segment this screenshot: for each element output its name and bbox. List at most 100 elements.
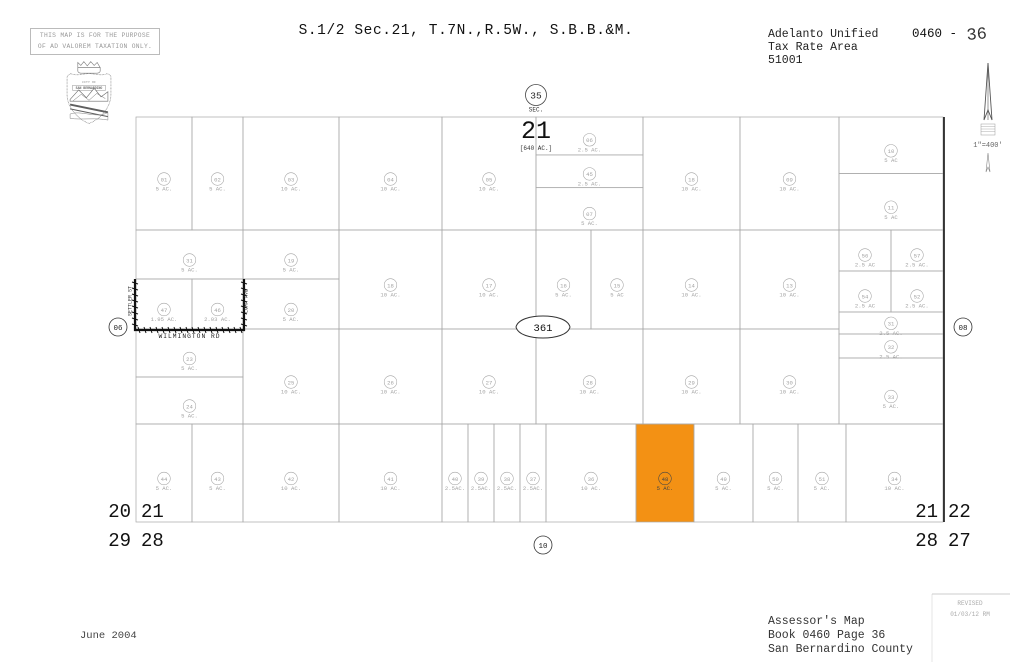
svg-text:51: 51 bbox=[819, 476, 826, 483]
svg-text:32: 32 bbox=[888, 344, 895, 351]
svg-text:5 AC.: 5 AC. bbox=[715, 485, 732, 492]
svg-text:27: 27 bbox=[486, 379, 493, 386]
svg-text:30: 30 bbox=[786, 379, 793, 386]
svg-text:2.5 AC.: 2.5 AC. bbox=[578, 180, 602, 187]
svg-text:21: 21 bbox=[521, 117, 551, 146]
svg-text:10 AC.: 10 AC. bbox=[681, 389, 701, 396]
svg-text:16: 16 bbox=[560, 282, 567, 289]
svg-text:28: 28 bbox=[141, 530, 164, 552]
svg-text:2.5 AC.: 2.5 AC. bbox=[905, 262, 929, 269]
svg-text:41: 41 bbox=[387, 476, 394, 483]
svg-text:10 AC.: 10 AC. bbox=[579, 389, 599, 396]
svg-text:09: 09 bbox=[786, 176, 793, 183]
svg-text:10 AC.: 10 AC. bbox=[479, 186, 499, 193]
svg-text:5 AC: 5 AC bbox=[884, 214, 898, 221]
svg-text:56: 56 bbox=[862, 252, 869, 259]
svg-text:10 AC.: 10 AC. bbox=[479, 389, 499, 396]
svg-text:37: 37 bbox=[530, 476, 537, 483]
svg-text:25: 25 bbox=[288, 379, 295, 386]
svg-text:34: 34 bbox=[891, 476, 898, 483]
svg-text:10 AC.: 10 AC. bbox=[281, 186, 301, 193]
svg-text:06: 06 bbox=[113, 325, 123, 333]
svg-text:46: 46 bbox=[214, 307, 221, 314]
svg-text:39: 39 bbox=[478, 476, 485, 483]
svg-text:5 AC.: 5 AC. bbox=[181, 365, 198, 372]
svg-text:5 AC.: 5 AC. bbox=[283, 267, 300, 274]
svg-text:10 AC.: 10 AC. bbox=[681, 186, 701, 193]
svg-text:[640 AC.]: [640 AC.] bbox=[520, 145, 552, 152]
svg-text:04: 04 bbox=[387, 176, 394, 183]
svg-text:10 AC.: 10 AC. bbox=[380, 186, 400, 193]
svg-text:361: 361 bbox=[534, 323, 553, 335]
svg-text:14: 14 bbox=[688, 282, 695, 289]
svg-text:20: 20 bbox=[288, 307, 295, 314]
svg-text:2.5 AC: 2.5 AC bbox=[855, 262, 876, 269]
svg-text:5 AC.: 5 AC. bbox=[209, 485, 226, 492]
svg-text:10: 10 bbox=[888, 148, 895, 155]
svg-text:28: 28 bbox=[915, 530, 938, 552]
svg-text:5 AC.: 5 AC. bbox=[209, 186, 226, 193]
svg-text:48: 48 bbox=[662, 476, 669, 483]
svg-text:5 AC.: 5 AC. bbox=[814, 485, 831, 492]
svg-text:54: 54 bbox=[862, 293, 869, 300]
svg-text:2.5AC.: 2.5AC. bbox=[471, 485, 491, 492]
svg-text:44: 44 bbox=[161, 476, 168, 483]
svg-text:26: 26 bbox=[387, 379, 394, 386]
svg-text:38: 38 bbox=[504, 476, 511, 483]
svg-text:17: 17 bbox=[486, 282, 493, 289]
svg-text:10 AC.: 10 AC. bbox=[779, 186, 799, 193]
svg-text:10 AC.: 10 AC. bbox=[281, 389, 301, 396]
svg-text:5 AC.: 5 AC. bbox=[283, 316, 300, 323]
svg-text:WILMINGTON RD: WILMINGTON RD bbox=[158, 333, 220, 340]
svg-text:47: 47 bbox=[161, 307, 168, 314]
svg-text:5 AC.: 5 AC. bbox=[883, 403, 900, 410]
svg-text:5 AC.: 5 AC. bbox=[181, 413, 198, 420]
svg-text:5 AC.: 5 AC. bbox=[767, 485, 784, 492]
svg-text:2.5AC.: 2.5AC. bbox=[497, 485, 517, 492]
svg-text:03: 03 bbox=[288, 176, 295, 183]
svg-text:23: 23 bbox=[186, 356, 193, 363]
svg-text:45: 45 bbox=[586, 171, 593, 178]
svg-text:13: 13 bbox=[786, 282, 793, 289]
svg-text:15: 15 bbox=[614, 282, 621, 289]
svg-text:18: 18 bbox=[688, 176, 695, 183]
svg-text:07: 07 bbox=[586, 211, 593, 218]
svg-text:2.03 AC.: 2.03 AC. bbox=[204, 316, 231, 323]
svg-text:52: 52 bbox=[914, 293, 921, 300]
svg-text:5 AC.: 5 AC. bbox=[181, 267, 198, 274]
svg-text:57: 57 bbox=[914, 252, 921, 259]
svg-text:5 AC.: 5 AC. bbox=[156, 485, 173, 492]
svg-text:33: 33 bbox=[888, 394, 895, 401]
svg-text:40: 40 bbox=[452, 476, 459, 483]
svg-text:5 AC.: 5 AC. bbox=[156, 186, 173, 193]
svg-text:5 AC.: 5 AC. bbox=[581, 220, 598, 227]
svg-text:2.5 AC.: 2.5 AC. bbox=[905, 303, 929, 310]
svg-text:29: 29 bbox=[688, 379, 695, 386]
svg-text:29: 29 bbox=[108, 530, 131, 552]
svg-text:5 AC.: 5 AC. bbox=[555, 292, 572, 299]
svg-text:10 AC.: 10 AC. bbox=[380, 389, 400, 396]
svg-text:35: 35 bbox=[530, 91, 542, 102]
svg-text:2.5 AC.: 2.5 AC. bbox=[879, 353, 903, 360]
svg-text:21: 21 bbox=[141, 501, 164, 523]
svg-text:10 AC.: 10 AC. bbox=[581, 485, 601, 492]
svg-text:SEC.: SEC. bbox=[529, 107, 543, 114]
svg-text:2.5 AC.: 2.5 AC. bbox=[578, 146, 602, 153]
svg-text:42: 42 bbox=[288, 476, 295, 483]
svg-text:06: 06 bbox=[586, 137, 593, 144]
svg-text:22: 22 bbox=[948, 501, 971, 523]
svg-text:5 AC: 5 AC bbox=[610, 292, 624, 299]
svg-text:10 AC.: 10 AC. bbox=[884, 485, 904, 492]
svg-text:10 AC.: 10 AC. bbox=[779, 292, 799, 299]
svg-text:36: 36 bbox=[588, 476, 595, 483]
svg-text:10: 10 bbox=[538, 543, 548, 551]
svg-text:08: 08 bbox=[958, 325, 967, 333]
svg-text:10 AC.: 10 AC. bbox=[380, 485, 400, 492]
svg-text:10 AC.: 10 AC. bbox=[479, 292, 499, 299]
svg-text:24: 24 bbox=[186, 403, 193, 410]
svg-text:49: 49 bbox=[720, 476, 727, 483]
svg-text:LOMA AVE: LOMA AVE bbox=[244, 289, 250, 313]
svg-text:31: 31 bbox=[186, 257, 193, 264]
svg-text:SETTLER ST: SETTLER ST bbox=[128, 286, 134, 316]
svg-text:5 AC.: 5 AC. bbox=[657, 485, 674, 492]
